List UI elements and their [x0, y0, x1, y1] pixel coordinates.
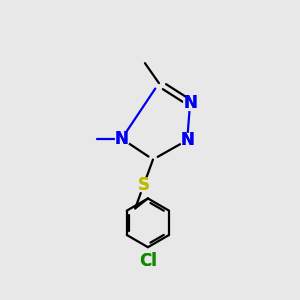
Text: N: N	[115, 130, 129, 148]
Text: N: N	[180, 131, 194, 149]
Text: N: N	[180, 131, 194, 149]
Text: N: N	[183, 94, 197, 112]
Text: S: S	[138, 176, 150, 194]
Text: S: S	[138, 176, 150, 194]
Text: N: N	[183, 94, 197, 112]
Text: Cl: Cl	[139, 252, 157, 270]
Text: N: N	[115, 130, 129, 148]
Text: Cl: Cl	[139, 252, 157, 270]
